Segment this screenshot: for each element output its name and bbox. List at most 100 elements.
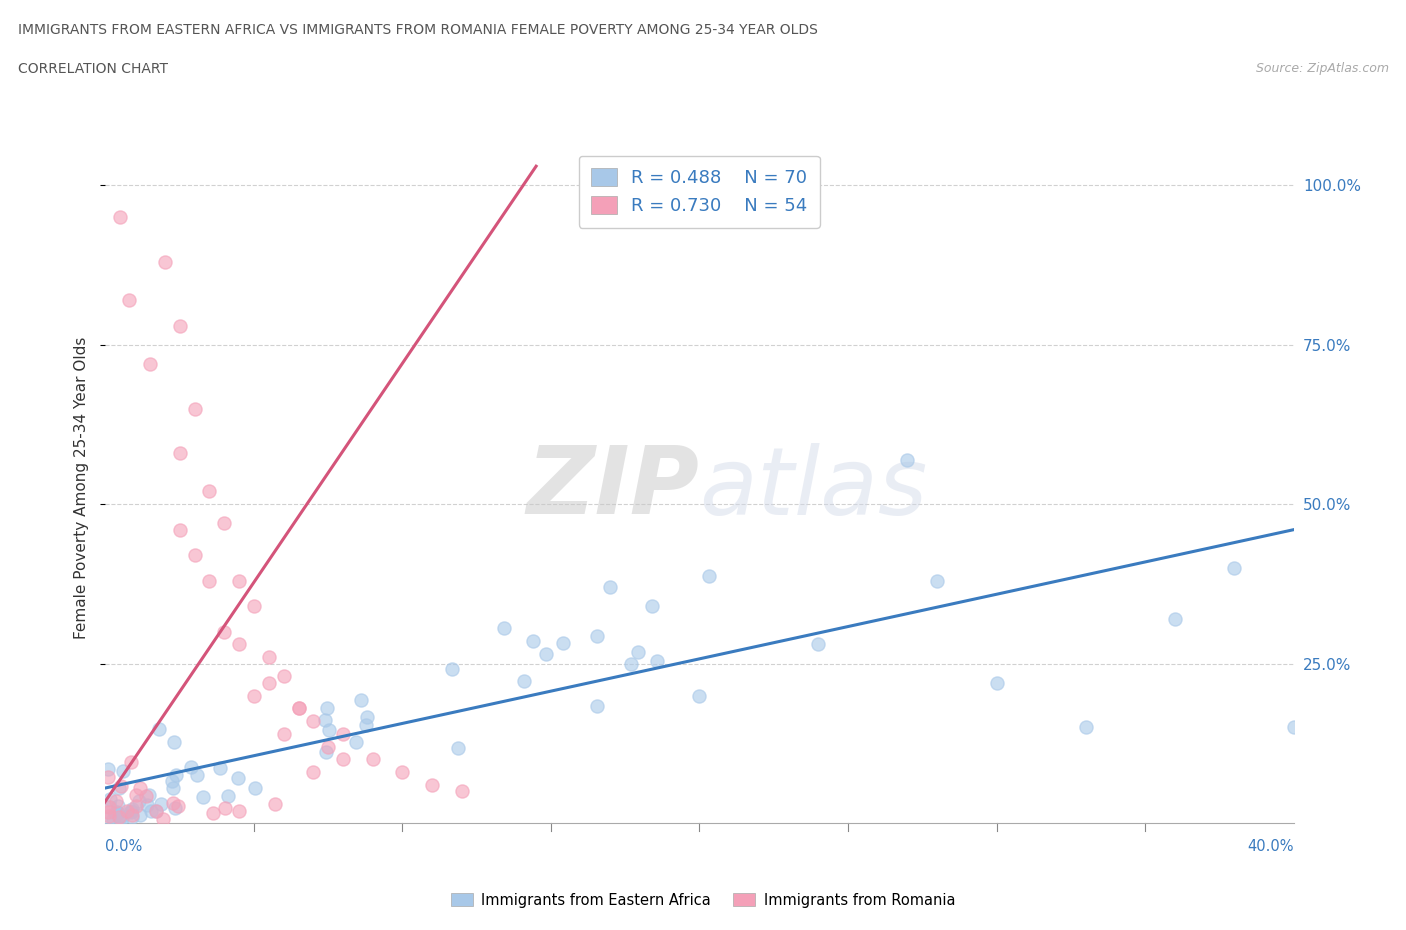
Point bbox=[243, 780, 266, 795]
Text: 0.0%: 0.0% bbox=[105, 839, 142, 854]
Point bbox=[620, 657, 643, 671]
Point bbox=[273, 726, 295, 741]
Point bbox=[169, 523, 191, 538]
Point bbox=[121, 802, 143, 817]
Point bbox=[153, 255, 176, 270]
Text: 40.0%: 40.0% bbox=[1247, 839, 1294, 854]
Point bbox=[302, 713, 325, 728]
Point bbox=[110, 811, 132, 826]
Point bbox=[287, 701, 309, 716]
Point bbox=[120, 754, 142, 769]
Point bbox=[129, 807, 152, 822]
Point bbox=[332, 751, 354, 766]
Point bbox=[217, 789, 239, 804]
Point bbox=[492, 620, 515, 635]
Point bbox=[129, 780, 152, 795]
Point bbox=[645, 654, 668, 669]
Point bbox=[689, 688, 711, 703]
Point bbox=[243, 599, 266, 614]
Point bbox=[354, 718, 377, 733]
Point bbox=[136, 797, 159, 812]
Point bbox=[104, 806, 127, 821]
Point bbox=[1223, 561, 1246, 576]
Point bbox=[697, 568, 720, 583]
Point bbox=[138, 788, 160, 803]
Point bbox=[361, 751, 384, 766]
Point bbox=[586, 629, 609, 644]
Point bbox=[214, 800, 236, 815]
Point bbox=[599, 579, 621, 594]
Point bbox=[201, 806, 224, 821]
Point bbox=[169, 318, 191, 333]
Legend: Immigrants from Eastern Africa, Immigrants from Romania: Immigrants from Eastern Africa, Immigran… bbox=[444, 886, 962, 913]
Point bbox=[316, 700, 339, 715]
Point bbox=[162, 780, 184, 795]
Point bbox=[536, 647, 558, 662]
Point bbox=[350, 692, 373, 707]
Text: CORRELATION CHART: CORRELATION CHART bbox=[18, 62, 169, 76]
Point bbox=[228, 573, 250, 588]
Point bbox=[986, 675, 1008, 690]
Point bbox=[183, 401, 205, 416]
Point bbox=[120, 804, 142, 819]
Point bbox=[440, 662, 463, 677]
Point bbox=[118, 293, 141, 308]
Point bbox=[273, 669, 295, 684]
Point bbox=[391, 764, 413, 779]
Point bbox=[105, 794, 128, 809]
Point bbox=[183, 548, 205, 563]
Point bbox=[101, 812, 124, 827]
Point bbox=[120, 804, 142, 818]
Point bbox=[927, 573, 949, 588]
Point bbox=[108, 810, 131, 825]
Point bbox=[198, 484, 221, 498]
Point bbox=[344, 735, 367, 750]
Point bbox=[97, 804, 120, 819]
Point bbox=[264, 797, 287, 812]
Point bbox=[243, 688, 266, 703]
Point bbox=[108, 780, 131, 795]
Text: IMMIGRANTS FROM EASTERN AFRICA VS IMMIGRANTS FROM ROMANIA FEMALE POVERTY AMONG 2: IMMIGRANTS FROM EASTERN AFRICA VS IMMIGR… bbox=[18, 23, 818, 37]
Point bbox=[228, 804, 250, 818]
Point bbox=[125, 788, 148, 803]
Point bbox=[180, 760, 202, 775]
Point bbox=[302, 764, 325, 779]
Point bbox=[318, 723, 340, 737]
Point bbox=[228, 637, 250, 652]
Point bbox=[145, 804, 167, 818]
Point bbox=[356, 710, 378, 724]
Point bbox=[226, 770, 249, 785]
Point bbox=[450, 784, 472, 799]
Point bbox=[121, 809, 143, 824]
Point bbox=[115, 804, 138, 819]
Point bbox=[145, 804, 167, 818]
Text: atlas: atlas bbox=[700, 443, 928, 534]
Point bbox=[110, 210, 132, 225]
Point bbox=[257, 675, 280, 690]
Point bbox=[641, 599, 664, 614]
Point bbox=[169, 445, 191, 460]
Point bbox=[98, 800, 121, 815]
Point bbox=[100, 791, 122, 806]
Point bbox=[1282, 720, 1305, 735]
Point bbox=[316, 739, 339, 754]
Point bbox=[135, 789, 157, 804]
Point bbox=[287, 701, 309, 716]
Point bbox=[208, 761, 231, 776]
Point bbox=[447, 740, 470, 755]
Point bbox=[214, 624, 236, 639]
Point bbox=[107, 799, 129, 814]
Point bbox=[163, 801, 186, 816]
Point bbox=[165, 767, 187, 782]
Point bbox=[522, 633, 544, 648]
Legend: R = 0.488    N = 70, R = 0.730    N = 54: R = 0.488 N = 70, R = 0.730 N = 54 bbox=[579, 156, 820, 228]
Point bbox=[214, 516, 236, 531]
Point bbox=[148, 722, 170, 737]
Point bbox=[152, 812, 174, 827]
Point bbox=[107, 805, 129, 820]
Point bbox=[121, 807, 143, 822]
Point bbox=[97, 762, 120, 777]
Point bbox=[420, 777, 443, 792]
Point bbox=[111, 811, 134, 826]
Point bbox=[257, 650, 280, 665]
